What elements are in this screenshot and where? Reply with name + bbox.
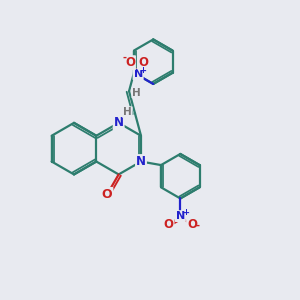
Text: O: O	[164, 218, 174, 231]
Text: O: O	[125, 56, 135, 69]
Text: -: -	[196, 220, 200, 231]
Text: H: H	[123, 107, 132, 117]
Text: N: N	[136, 155, 146, 168]
Text: O: O	[102, 188, 112, 201]
Text: +: +	[139, 66, 146, 75]
Text: O: O	[187, 218, 197, 231]
Text: -: -	[123, 52, 127, 62]
Text: H: H	[132, 88, 141, 98]
Text: N: N	[134, 69, 143, 80]
Text: O: O	[139, 56, 148, 69]
Text: N: N	[176, 211, 185, 221]
Text: N: N	[114, 116, 124, 129]
Text: +: +	[182, 208, 189, 217]
